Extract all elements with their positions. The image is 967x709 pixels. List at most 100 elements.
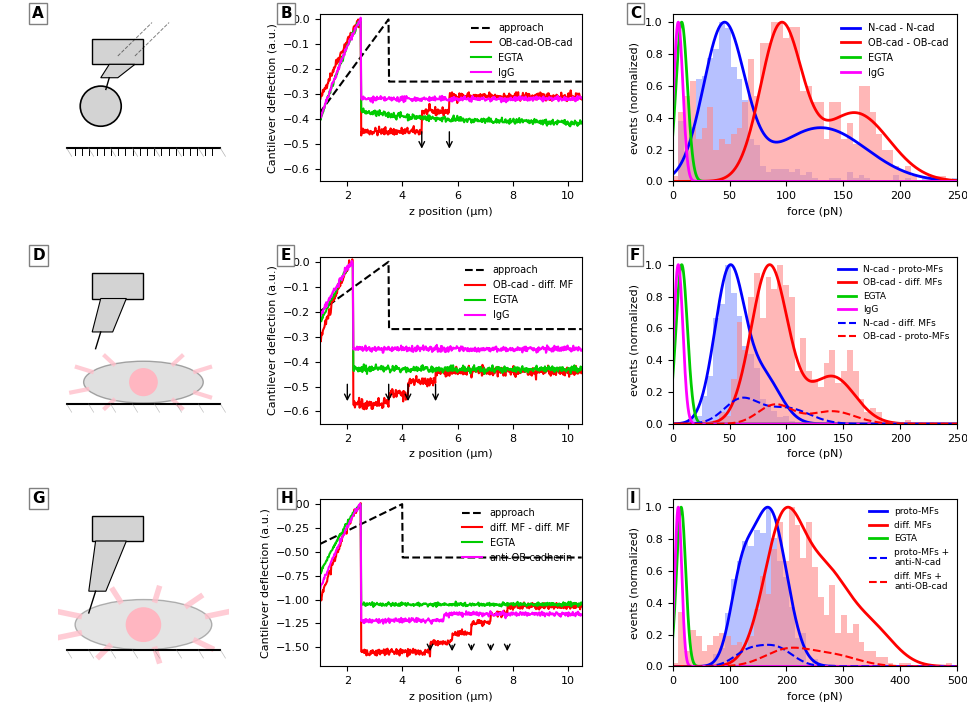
Bar bbox=[679, 613, 685, 666]
Text: G: G bbox=[32, 491, 44, 506]
OB-cad-OB-cad bbox=[471, 91, 483, 99]
Bar bbox=[685, 96, 690, 182]
Line: EGTA: EGTA bbox=[320, 19, 582, 126]
Bar bbox=[806, 371, 812, 424]
Bar bbox=[766, 277, 772, 424]
Y-axis label: events (normalized): events (normalized) bbox=[630, 284, 639, 396]
Bar bbox=[772, 411, 777, 424]
X-axis label: force (pN): force (pN) bbox=[787, 450, 843, 459]
Bar bbox=[940, 176, 946, 182]
Bar bbox=[859, 642, 864, 666]
Bar bbox=[708, 645, 714, 666]
Bar bbox=[777, 561, 783, 666]
Bar bbox=[841, 139, 847, 182]
EGTA bbox=[314, 115, 326, 123]
Y-axis label: events (normalized): events (normalized) bbox=[630, 42, 639, 154]
Text: B: B bbox=[280, 6, 292, 21]
Bar bbox=[714, 637, 719, 666]
Bar bbox=[777, 264, 783, 424]
Bar bbox=[835, 102, 841, 182]
Bar bbox=[719, 649, 725, 666]
Bar bbox=[777, 22, 783, 182]
Bar bbox=[685, 652, 690, 666]
Bar bbox=[696, 79, 702, 182]
Bar bbox=[801, 175, 806, 182]
Bar bbox=[685, 152, 690, 182]
Bar bbox=[766, 594, 772, 666]
Bar bbox=[772, 289, 777, 424]
Bar bbox=[806, 664, 812, 666]
Bar bbox=[789, 420, 795, 424]
Bar bbox=[806, 172, 812, 182]
Bar bbox=[743, 649, 748, 666]
EGTA bbox=[456, 116, 468, 125]
Bar bbox=[725, 144, 731, 182]
Bar bbox=[760, 167, 766, 182]
IgG bbox=[571, 96, 582, 105]
Bar bbox=[859, 175, 864, 182]
approach bbox=[529, 77, 541, 86]
Bar bbox=[702, 420, 708, 424]
OB-cad-OB-cad bbox=[456, 90, 468, 99]
Bar bbox=[679, 423, 685, 424]
X-axis label: force (pN): force (pN) bbox=[787, 207, 843, 217]
Bar bbox=[748, 297, 754, 424]
Bar bbox=[725, 264, 731, 424]
Bar bbox=[772, 169, 777, 182]
Bar bbox=[818, 387, 824, 424]
Legend: approach, OB-cad - diff. MF, EGTA, IgG: approach, OB-cad - diff. MF, EGTA, IgG bbox=[461, 262, 577, 324]
Bar bbox=[899, 171, 905, 182]
Bar bbox=[766, 43, 772, 182]
IgG bbox=[314, 115, 326, 123]
Bar bbox=[806, 86, 812, 182]
Bar bbox=[731, 645, 737, 666]
Bar bbox=[870, 113, 876, 182]
Bar bbox=[789, 608, 795, 666]
Bar bbox=[801, 91, 806, 182]
Bar bbox=[690, 418, 696, 424]
Bar bbox=[673, 664, 679, 666]
X-axis label: z position (μm): z position (μm) bbox=[409, 692, 492, 702]
Bar bbox=[731, 293, 737, 424]
Polygon shape bbox=[101, 65, 135, 78]
Bar bbox=[725, 613, 731, 666]
Bar bbox=[911, 176, 917, 182]
Bar bbox=[835, 633, 841, 666]
Bar bbox=[725, 637, 731, 666]
Line: IgG: IgG bbox=[320, 18, 582, 119]
Bar bbox=[795, 638, 801, 666]
Bar bbox=[777, 523, 783, 666]
approach bbox=[576, 77, 588, 86]
Bar bbox=[731, 579, 737, 666]
Bar bbox=[690, 128, 696, 182]
Bar bbox=[864, 86, 870, 182]
approach bbox=[383, 15, 395, 23]
Line: OB-cad-OB-cad: OB-cad-OB-cad bbox=[320, 19, 582, 135]
Bar bbox=[905, 420, 911, 424]
Bar bbox=[882, 420, 888, 424]
Bar bbox=[952, 179, 957, 182]
Bar bbox=[928, 176, 934, 182]
Text: H: H bbox=[280, 491, 293, 506]
Bar bbox=[714, 420, 719, 424]
Bar bbox=[743, 540, 748, 666]
Bar bbox=[801, 633, 806, 666]
Legend: proto-MFs, diff. MFs, EGTA, proto-MFs +
anti-N-cad, diff. MFs +
anti-OB-cad: proto-MFs, diff. MFs, EGTA, proto-MFs + … bbox=[865, 503, 952, 595]
Bar bbox=[835, 383, 841, 424]
EGTA bbox=[440, 117, 452, 125]
Bar bbox=[853, 371, 859, 424]
Bar bbox=[905, 179, 911, 182]
Bar bbox=[731, 67, 737, 182]
OB-cad-OB-cad bbox=[439, 106, 451, 114]
IgG bbox=[355, 13, 366, 22]
Bar bbox=[772, 549, 777, 666]
Bar bbox=[714, 654, 719, 666]
approach bbox=[314, 108, 326, 117]
Bar bbox=[725, 415, 731, 424]
Legend: approach, diff. MF - diff. MF, EGTA, anti-OB-cadherin: approach, diff. MF - diff. MF, EGTA, ant… bbox=[458, 504, 577, 566]
Bar bbox=[696, 415, 702, 424]
Bar bbox=[789, 172, 795, 182]
Bar bbox=[847, 633, 853, 666]
Y-axis label: Cantilever deflection (a.u.): Cantilever deflection (a.u.) bbox=[267, 265, 278, 415]
IgG bbox=[529, 93, 541, 101]
